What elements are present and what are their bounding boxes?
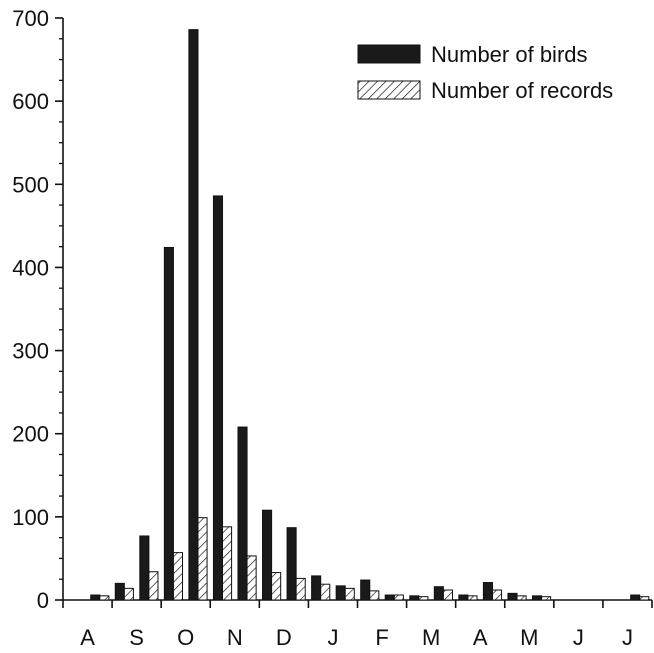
x-month-label: F	[375, 625, 388, 650]
bar-number-of-records	[418, 596, 429, 601]
bar-number-of-birds	[507, 592, 518, 601]
bar-number-of-birds	[335, 585, 346, 601]
y-tick-label: 500	[12, 172, 49, 197]
bar-number-of-birds	[90, 594, 101, 601]
x-month-label: S	[129, 625, 144, 650]
x-month-label: A	[473, 625, 488, 650]
bar-number-of-birds	[360, 579, 371, 601]
y-axis-ticks: 0 100 200 300 400 500 600 700	[12, 6, 63, 613]
axes	[62, 18, 652, 601]
x-month-label: J	[622, 625, 633, 650]
bar-number-of-birds	[286, 527, 297, 601]
y-tick-label: 700	[12, 6, 49, 31]
legend: Number of birds Number of records	[357, 42, 613, 103]
bar-number-of-birds	[139, 535, 150, 601]
bar-number-of-records	[123, 587, 134, 601]
bar-number-of-birds	[458, 594, 469, 601]
legend-swatch-records	[357, 80, 421, 100]
bar-number-of-birds	[237, 426, 248, 601]
bar-number-of-records	[271, 572, 282, 601]
bar-number-of-records	[295, 577, 306, 601]
x-month-label: A	[80, 625, 95, 650]
bar-number-of-birds	[384, 594, 395, 601]
bar-number-of-birds	[212, 195, 224, 601]
x-month-label: M	[520, 625, 538, 650]
bar-number-of-birds	[311, 575, 322, 601]
bar-number-of-records	[541, 596, 552, 601]
bar-number-of-records	[197, 517, 208, 601]
bar-number-of-records	[222, 526, 233, 601]
bar-number-of-birds	[482, 582, 493, 601]
bar-number-of-birds	[409, 595, 420, 601]
bar-number-of-records	[369, 590, 380, 601]
bar-number-of-records	[246, 555, 257, 601]
x-month-label: D	[276, 625, 292, 650]
bars	[90, 29, 650, 601]
bar-number-of-records	[344, 587, 355, 601]
y-tick-label: 600	[12, 89, 49, 114]
bar-number-of-records	[442, 589, 453, 601]
bar-number-of-records	[491, 589, 503, 601]
legend-label: Number of records	[431, 78, 613, 103]
legend-swatch-birds	[357, 44, 421, 64]
bar-number-of-birds	[163, 246, 174, 601]
bar-number-of-records	[172, 552, 184, 601]
y-tick-label: 300	[12, 339, 49, 364]
bar-number-of-records	[393, 594, 404, 601]
bar-number-of-records	[639, 596, 650, 601]
bar-number-of-birds	[114, 582, 125, 601]
x-month-label: M	[422, 625, 440, 650]
x-month-label: J	[327, 625, 338, 650]
bar-number-of-birds	[262, 509, 273, 601]
bar-number-of-records	[467, 595, 478, 601]
bar-number-of-records	[148, 571, 159, 601]
bar-number-of-records	[320, 583, 331, 601]
y-tick-label: 200	[12, 422, 49, 447]
x-month-label: O	[177, 625, 194, 650]
legend-label: Number of birds	[431, 42, 588, 67]
y-tick-label: 0	[37, 588, 49, 613]
x-month-label: N	[227, 625, 243, 650]
bar-number-of-birds	[531, 595, 543, 601]
y-tick-label: 400	[12, 255, 49, 280]
bar-number-of-birds	[630, 594, 641, 601]
bar-number-of-records	[516, 595, 527, 601]
y-tick-label: 100	[12, 505, 49, 530]
x-month-label: J	[573, 625, 584, 650]
bar-number-of-birds	[433, 586, 444, 601]
bar-number-of-records	[99, 595, 110, 601]
bar-number-of-birds	[188, 29, 199, 601]
